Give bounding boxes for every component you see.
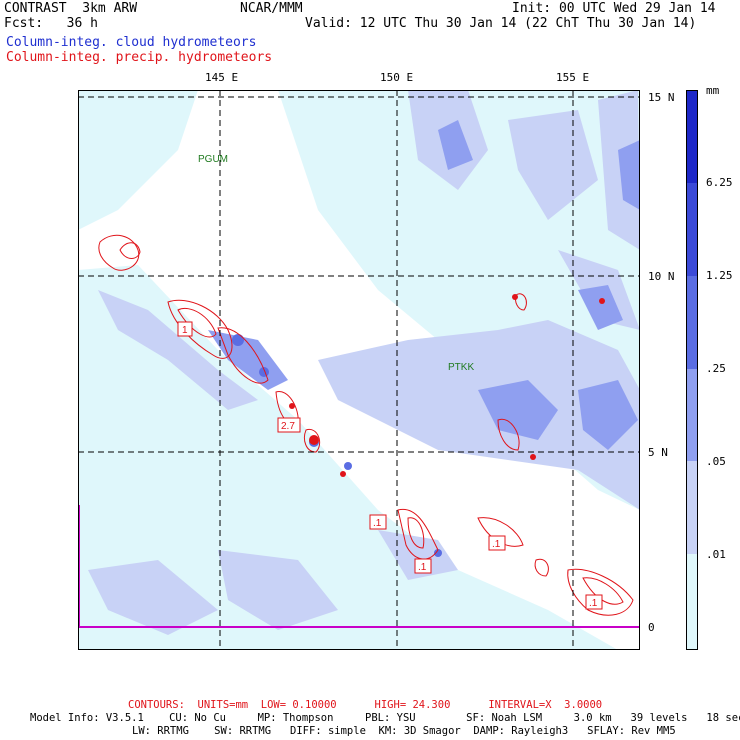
- center-title: NCAR/MMM: [240, 1, 303, 16]
- colorbar-swatch: [687, 369, 697, 461]
- colorbar-swatch: [687, 91, 697, 183]
- colorbar-label: .05: [706, 455, 726, 468]
- colorbar-swatch: [687, 461, 697, 554]
- lon-label-150: 150 E: [380, 71, 414, 84]
- colorbar-swatch: [687, 554, 697, 649]
- precip-cores: [289, 294, 605, 477]
- station-pgum: PGUM: [198, 154, 228, 165]
- lat-label-10n: 10 N: [648, 270, 675, 283]
- cloud-level2-fill: [88, 90, 640, 635]
- field-cloud-label: Column-integ. cloud hydrometeors: [6, 35, 257, 50]
- contour-label: 1: [182, 325, 188, 336]
- lat-lon-grid: [78, 90, 640, 650]
- lon-label-155: 155 E: [556, 71, 590, 84]
- lon-label-145: 145 E: [205, 71, 239, 84]
- colorbar-label: 6.25: [706, 176, 733, 189]
- lat-label-0: 0: [648, 621, 655, 634]
- contour-label: .1: [589, 598, 598, 609]
- map-border: [78, 90, 640, 650]
- model-info-line2: LW: RRTMG SW: RRTMG DIFF: simple KM: 3D …: [132, 725, 676, 737]
- colorbar-swatch: [687, 183, 697, 276]
- model-info-line1: Model Info: V3.5.1 CU: No Cu MP: Thompso…: [30, 712, 740, 724]
- station-ptkk: PTKK: [448, 362, 474, 373]
- contour-label: .1: [418, 562, 427, 573]
- colorbar-label: .25: [706, 362, 726, 375]
- forecast-hour: Fcst: 36 h: [4, 16, 98, 31]
- contour-label: .1: [492, 539, 501, 550]
- colorbar-unit: mm: [706, 84, 720, 97]
- contour-info: CONTOURS: UNITS=mm LOW= 0.10000 HIGH= 24…: [128, 699, 603, 711]
- colorbar-label: 1.25: [706, 269, 733, 282]
- lat-label-15n: 15 N: [648, 91, 675, 104]
- lat-label-5n: 5 N: [648, 446, 668, 459]
- map-plot: PGUM PTKK 1 2.7 .1 .1 .1 .1: [78, 90, 640, 650]
- contour-label-boxes: 1 2.7 .1 .1 .1 .1: [177, 321, 603, 610]
- contour-label: .1: [373, 518, 382, 529]
- contour-label: 2.7: [281, 421, 295, 432]
- init-time: Init: 00 UTC Wed 29 Jan 14: [512, 1, 716, 16]
- field-precip-label: Column-integ. precip. hydrometeors: [6, 50, 273, 65]
- model-title: CONTRAST 3km ARW: [4, 1, 138, 16]
- colorbar-swatch: [687, 276, 697, 369]
- colorbar: [686, 90, 698, 650]
- colorbar-label: .01: [706, 548, 726, 561]
- valid-time: Valid: 12 UTC Thu 30 Jan 14 (22 ChT Thu …: [305, 16, 697, 31]
